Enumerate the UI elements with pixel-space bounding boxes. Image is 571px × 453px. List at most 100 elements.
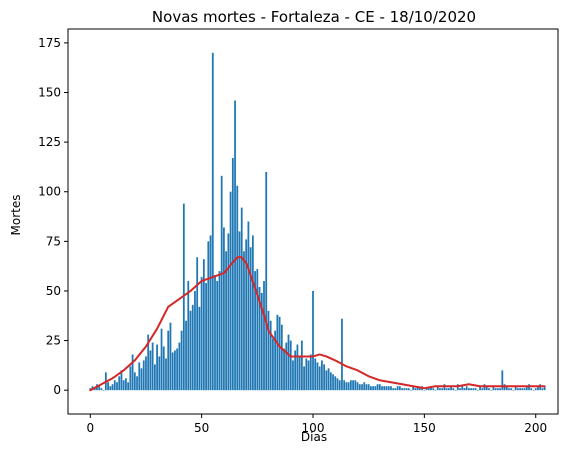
bar-day-116 [347,382,350,391]
bar-day-46 [191,304,194,391]
bar-day-50 [200,277,203,391]
bar-series [89,52,546,391]
bar-day-100 [312,290,314,391]
bar-day-148 [419,388,421,391]
y-axis-label: Mortes [9,195,23,236]
bar-day-164 [454,390,457,391]
bar-day-35 [167,330,170,391]
bar-day-33 [162,346,165,391]
bar-day-191 [514,386,517,391]
bar-day-195 [523,388,526,391]
bar-day-5 [100,388,103,391]
bar-day-184 [499,388,501,391]
x-axis-ticks: 0 50 100 150 200 [86,414,547,435]
bar-day-78 [263,281,265,391]
bar-day-114 [343,380,346,391]
bar-day-94 [298,356,301,391]
bar-day-133 [385,386,388,391]
bar-day-135 [390,386,392,391]
bar-day-95 [300,340,303,391]
bar-day-141 [403,388,406,391]
bar-day-119 [354,380,357,391]
bar-day-89 [287,334,290,391]
x-axis-label: Dias [301,430,327,444]
bar-day-11 [113,380,116,391]
y-tick-label: 125 [38,135,61,149]
bar-day-153 [430,386,432,391]
bar-day-21 [136,376,138,391]
bar-day-101 [314,358,317,391]
bar-day-155 [434,390,437,391]
bar-day-185 [501,370,504,391]
bar-day-136 [392,388,395,391]
bar-day-132 [383,386,386,391]
x-tick-label: 50 [194,421,209,435]
bar-day-41 [180,330,183,391]
bar-day-48 [196,257,199,391]
bar-day-150 [423,390,426,391]
y-tick-label: 100 [38,185,61,199]
bar-day-189 [510,388,513,391]
bar-day-16 [125,378,127,391]
bar-day-57 [216,281,219,391]
bar-day-79 [265,171,268,391]
bar-day-203 [541,388,544,391]
bar-day-15 [122,380,125,391]
bar-day-52 [205,283,207,391]
bar-day-111 [336,378,339,391]
bar-day-172 [472,388,475,391]
bar-day-49 [198,306,201,391]
bar-day-188 [508,388,510,391]
bar-day-163 [452,388,455,391]
bar-day-176 [481,388,484,391]
bar-day-65 [234,100,236,391]
bar-day-74 [254,271,256,391]
bar-day-125 [367,384,370,391]
bar-day-13 [118,376,121,391]
bar-day-115 [345,382,348,391]
bar-day-10 [111,384,114,391]
bar-day-36 [169,322,172,391]
x-tick-label: 100 [302,421,325,435]
bar-day-17 [127,382,130,391]
bar-day-20 [133,372,136,391]
chart-title: Novas mortes - Fortaleza - CE - 18/10/20… [152,8,476,26]
bar-day-25 [145,356,147,391]
bar-day-121 [358,384,361,391]
bar-day-151 [425,388,428,391]
bar-day-72 [249,247,252,391]
bar-day-204 [543,386,546,391]
bar-day-8 [107,382,109,391]
bar-day-201 [537,386,539,391]
bar-day-178 [485,386,488,391]
bar-day-113 [341,318,343,391]
bar-day-130 [378,384,381,391]
bar-day-124 [365,384,368,391]
bar-day-173 [474,388,477,391]
bar-day-181 [492,386,495,391]
bar-day-123 [363,382,366,391]
bar-day-145 [412,386,415,391]
bar-day-166 [459,388,461,391]
bar-day-88 [285,342,288,391]
bar-day-174 [476,390,479,391]
bar-day-56 [214,275,216,391]
bar-day-169 [465,386,468,391]
bar-day-81 [269,320,272,391]
bar-day-143 [407,388,410,391]
bar-day-182 [494,388,497,391]
bar-day-14 [120,370,123,391]
bar-day-183 [496,388,499,391]
bar-day-2 [93,388,96,391]
bar-day-38 [174,350,176,391]
bar-day-9 [109,386,112,391]
bar-day-43 [185,320,187,391]
bar-day-83 [274,330,277,391]
bar-day-122 [361,384,363,391]
bar-day-75 [256,269,259,391]
bar-day-31 [158,356,161,391]
bar-day-84 [276,314,279,391]
bar-day-28 [151,342,154,391]
bar-day-193 [519,388,522,391]
